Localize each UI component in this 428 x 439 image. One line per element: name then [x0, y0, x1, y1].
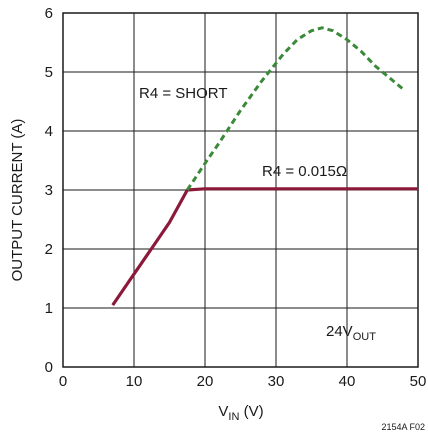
annotation-vout: 24VOUT [326, 323, 376, 343]
series-layer [111, 26, 418, 307]
x-tick-label: 10 [126, 373, 143, 390]
series-line-r4-short [186, 26, 405, 191]
annotation-r4-short: R4 = SHORT [139, 85, 228, 102]
x-tick-label: 50 [410, 373, 427, 390]
x-axis-title: VIN (V) [218, 403, 263, 423]
annotation-vout-main: 24V [326, 323, 353, 340]
y-tick-label: 3 [45, 182, 53, 199]
ohm-symbol: Ω [336, 163, 347, 180]
y-axis-title: OUTPUT CURRENT (A) [9, 119, 26, 282]
annotation-vout-sub: OUT [353, 331, 377, 343]
x-tick-label: 20 [197, 373, 214, 390]
x-axis-title-unit: (V) [239, 403, 263, 420]
y-tick-label: 4 [45, 123, 53, 140]
x-axis-title-sub: IN [228, 411, 239, 423]
y-tick-label: 1 [45, 300, 53, 317]
x-tick-label: 40 [339, 373, 356, 390]
x-tick-label: 0 [59, 373, 67, 390]
annotation-r4-resistor: R4 = 0.015Ω [262, 163, 347, 180]
y-tick-label: 2 [45, 241, 53, 258]
series-line-r4-resistor [111, 187, 418, 307]
grid-lines [63, 13, 418, 367]
figure-id: 2154A F02 [381, 422, 425, 432]
y-tick-label: 6 [45, 5, 53, 22]
x-tick-labels: 0 10 20 30 40 50 [59, 373, 427, 390]
y-tick-label: 5 [45, 64, 53, 81]
x-axis-title-main: V [218, 403, 228, 420]
y-tick-label: 0 [45, 359, 53, 376]
x-tick-label: 30 [268, 373, 285, 390]
annotation-r4-resistor-value: R4 = 0.015 [262, 163, 336, 180]
y-tick-labels: 0 1 2 3 4 5 6 [45, 5, 53, 376]
